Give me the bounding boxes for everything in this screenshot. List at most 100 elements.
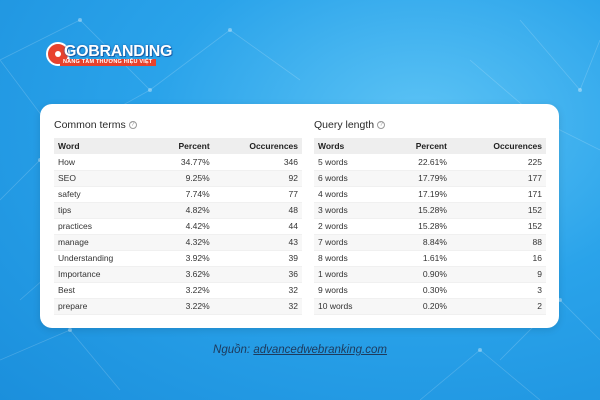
- cell-occurences: 152: [450, 202, 546, 219]
- cell-label: prepare: [54, 298, 153, 315]
- cell-label: SEO: [54, 170, 153, 187]
- table-header-row: Word Percent Occurences: [54, 138, 302, 154]
- table-row: practices 4.42% 44: [54, 218, 302, 235]
- table-row: 6 words 17.79% 177: [314, 170, 546, 187]
- cell-percent: 17.19%: [385, 186, 451, 203]
- cell-percent: 15.28%: [385, 202, 451, 219]
- column-header-percent[interactable]: Percent: [385, 138, 451, 154]
- cell-occurences: 36: [213, 266, 302, 283]
- cell-label: 9 words: [314, 282, 386, 299]
- cell-label: tips: [54, 202, 153, 219]
- cell-occurences: 92: [213, 170, 302, 187]
- common-terms-table: Word Percent Occurences How 34.77% 346 SEO 9…: [54, 138, 302, 315]
- cell-label: safety: [54, 186, 153, 203]
- question-circle-icon[interactable]: ?: [377, 121, 386, 129]
- cell-percent: 15.28%: [385, 218, 451, 235]
- column-header-words[interactable]: Words: [314, 138, 386, 154]
- cell-percent: 4.82%: [152, 202, 214, 219]
- cell-occurences: 177: [450, 170, 546, 187]
- table-row: 5 words 22.61% 225: [314, 154, 546, 171]
- column-header-occurences[interactable]: Occurences: [450, 138, 546, 154]
- table-row: prepare 3.22% 32: [54, 298, 302, 315]
- cell-label: 10 words: [314, 298, 386, 315]
- cell-percent: 1.61%: [385, 250, 451, 267]
- brand-logo[interactable]: GOBRANDING NÂNG TẦM THƯƠNG HIỆU VIỆT: [46, 42, 172, 68]
- cell-percent: 3.22%: [152, 298, 214, 315]
- cell-label: 3 words: [314, 202, 386, 219]
- cell-percent: 9.25%: [152, 170, 214, 187]
- table-row: 3 words 15.28% 152: [314, 202, 546, 219]
- brand-name: GOBRANDING: [64, 43, 173, 60]
- common-terms-panel: Common terms ? Word Percent Occurences H…: [54, 116, 302, 315]
- brand-tagline: NÂNG TẦM THƯƠNG HIỆU VIỆT: [60, 59, 156, 66]
- cell-occurences: 2: [450, 298, 546, 315]
- cell-label: How: [54, 154, 153, 171]
- cell-label: 5 words: [314, 154, 386, 171]
- cell-percent: 7.74%: [152, 186, 214, 203]
- table-row: 10 words 0.20% 2: [314, 298, 546, 315]
- cell-percent: 3.22%: [152, 282, 214, 299]
- cell-occurences: 171: [450, 186, 546, 203]
- cell-percent: 34.77%: [152, 154, 214, 171]
- cell-percent: 0.20%: [385, 298, 451, 315]
- column-header-percent[interactable]: Percent: [152, 138, 214, 154]
- column-header-word[interactable]: Word: [54, 138, 153, 154]
- cell-occurences: 9: [450, 266, 546, 283]
- query-length-title: Query length: [314, 119, 375, 131]
- table-row: 9 words 0.30% 3: [314, 282, 546, 299]
- table-row: 8 words 1.61% 16: [314, 250, 546, 267]
- panel-title: Common terms ?: [54, 116, 302, 134]
- cell-percent: 4.42%: [152, 218, 214, 235]
- cell-label: 2 words: [314, 218, 386, 235]
- cell-percent: 3.92%: [152, 250, 214, 267]
- common-terms-title: Common terms: [54, 119, 126, 131]
- cell-occurences: 44: [213, 218, 302, 235]
- question-circle-icon[interactable]: ?: [128, 121, 137, 129]
- table-header-row: Words Percent Occurences: [314, 138, 546, 154]
- table-row: 7 words 8.84% 88: [314, 234, 546, 251]
- cell-label: Importance: [54, 266, 153, 283]
- source-caption: Nguồn: advancedwebranking.com: [0, 344, 600, 356]
- cell-label: 6 words: [314, 170, 386, 187]
- cell-occurences: 39: [213, 250, 302, 267]
- cell-occurences: 48: [213, 202, 302, 219]
- table-row: tips 4.82% 48: [54, 202, 302, 219]
- source-link[interactable]: advancedwebranking.com: [253, 344, 387, 356]
- cell-occurences: 346: [213, 154, 302, 171]
- cell-percent: 22.61%: [385, 154, 451, 171]
- table-row: How 34.77% 346: [54, 154, 302, 171]
- cell-label: practices: [54, 218, 153, 235]
- cell-occurences: 3: [450, 282, 546, 299]
- column-header-occurences[interactable]: Occurences: [213, 138, 302, 154]
- cell-label: manage: [54, 234, 153, 251]
- cell-occurences: 152: [450, 218, 546, 235]
- table-row: 2 words 15.28% 152: [314, 218, 546, 235]
- cell-occurences: 32: [213, 282, 302, 299]
- cell-label: 1 words: [314, 266, 386, 283]
- stats-card: Common terms ? Word Percent Occurences H…: [40, 104, 559, 328]
- table-row: safety 7.74% 77: [54, 186, 302, 203]
- cell-label: 7 words: [314, 234, 386, 251]
- cell-percent: 17.79%: [385, 170, 451, 187]
- cell-percent: 0.30%: [385, 282, 451, 299]
- cell-occurences: 16: [450, 250, 546, 267]
- panel-title: Query length ?: [314, 116, 546, 134]
- cell-occurences: 88: [450, 234, 546, 251]
- table-row: 1 words 0.90% 9: [314, 266, 546, 283]
- table-row: 4 words 17.19% 171: [314, 186, 546, 203]
- table-row: Understanding 3.92% 39: [54, 250, 302, 267]
- cell-percent: 3.62%: [152, 266, 214, 283]
- cell-percent: 4.32%: [152, 234, 214, 251]
- cell-occurences: 225: [450, 154, 546, 171]
- cell-label: 4 words: [314, 186, 386, 203]
- caption-prefix: Nguồn:: [213, 344, 251, 356]
- cell-label: Understanding: [54, 250, 153, 267]
- query-length-panel: Query length ? Words Percent Occurences …: [314, 116, 546, 315]
- table-row: manage 4.32% 43: [54, 234, 302, 251]
- cell-occurences: 43: [213, 234, 302, 251]
- cell-percent: 0.90%: [385, 266, 451, 283]
- table-row: SEO 9.25% 92: [54, 170, 302, 187]
- cell-occurences: 32: [213, 298, 302, 315]
- common-terms-rows: How 34.77% 346 SEO 9.25% 92 safety 7.74% 77 tips 4…: [54, 154, 302, 315]
- query-length-table: Words Percent Occurences 5 words 22.61% 22…: [314, 138, 546, 315]
